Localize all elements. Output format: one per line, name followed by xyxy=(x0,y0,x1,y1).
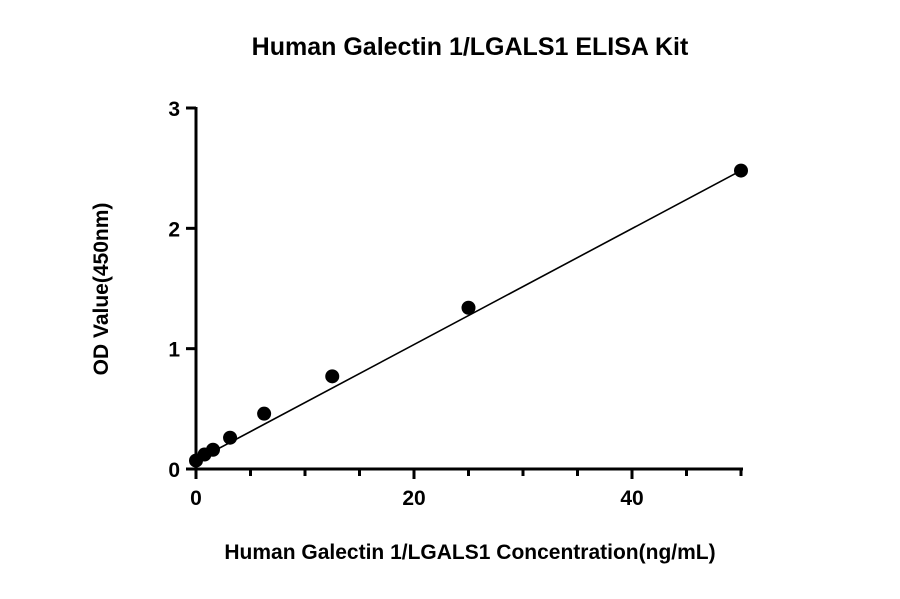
data-point xyxy=(257,406,272,421)
chart-title: Human Galectin 1/LGALS1 ELISA Kit xyxy=(252,33,689,61)
fit-line xyxy=(195,169,742,462)
data-point xyxy=(223,430,238,445)
x-tick-label: 20 xyxy=(402,487,425,510)
x-axis-label: Human Galectin 1/LGALS1 Concentration(ng… xyxy=(224,541,715,564)
y-axis-label: OD Value(450nm) xyxy=(90,203,113,376)
data-point xyxy=(461,300,476,315)
y-tick-label: 3 xyxy=(168,98,180,121)
data-point xyxy=(734,163,748,178)
data-point xyxy=(325,369,340,384)
y-tick-label: 0 xyxy=(168,459,180,482)
data-point xyxy=(206,442,221,457)
x-tick-label: 0 xyxy=(190,487,202,510)
y-tick-label: 2 xyxy=(168,218,180,241)
x-tick-label: 40 xyxy=(620,487,643,510)
y-tick-label: 1 xyxy=(168,339,180,362)
